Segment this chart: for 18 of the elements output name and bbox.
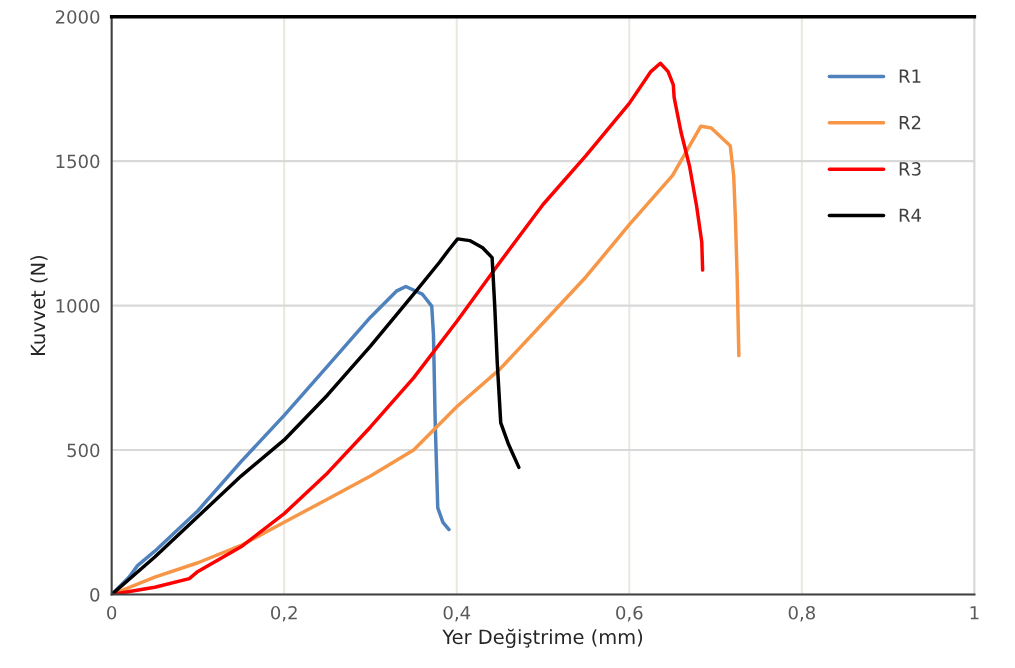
y-tick-label: 500 xyxy=(67,443,100,458)
x-tick-label: 0,6 xyxy=(616,605,643,622)
x-tick-label: 0,8 xyxy=(788,605,815,622)
x-tick-label: 1 xyxy=(970,606,979,620)
x-tick-label: 0 xyxy=(107,605,117,620)
y-tick-label: 1000 xyxy=(56,299,100,313)
legend-label: R2 xyxy=(899,115,921,130)
y-axis-title: Kuvvet (N) xyxy=(30,255,48,355)
legend-label: R3 xyxy=(899,162,921,176)
y-tick-label: 0 xyxy=(90,587,100,602)
y-tick-label: 2000 xyxy=(55,10,100,24)
line-series xyxy=(111,237,521,595)
x-tick-label: 0,2 xyxy=(271,605,297,622)
y-tick-label: 1500 xyxy=(56,154,100,169)
x-axis-title: Yer Değiştrime (mm) xyxy=(442,628,643,648)
x-tick-label: 0,4 xyxy=(443,605,471,622)
legend-label: R4 xyxy=(899,208,922,222)
legend-label: R1 xyxy=(899,69,921,83)
